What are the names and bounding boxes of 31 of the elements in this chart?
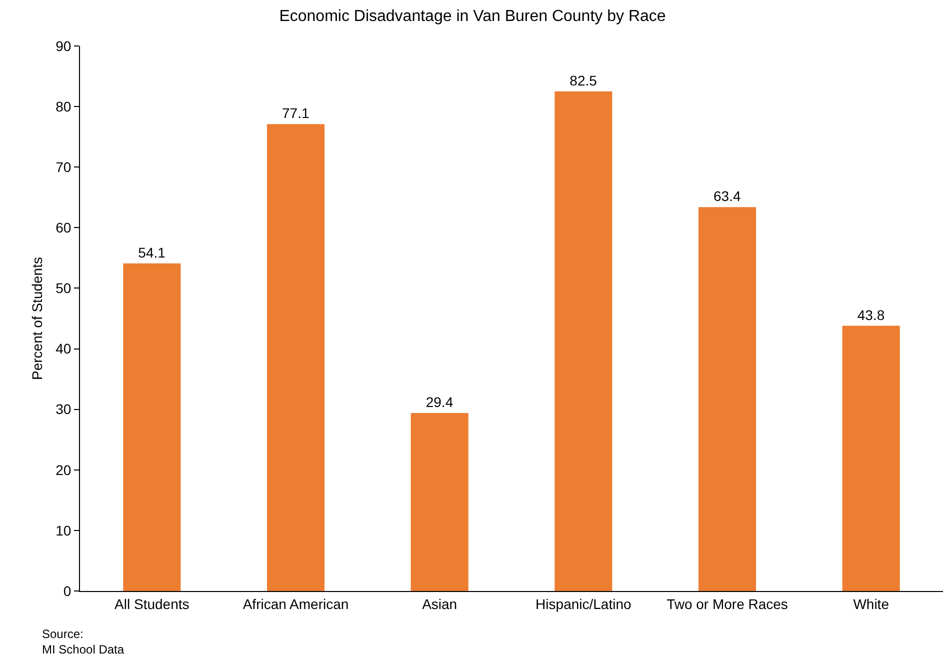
y-tick-label: 40 xyxy=(56,340,72,357)
data-label: 29.4 xyxy=(426,394,454,410)
y-tick-label: 10 xyxy=(56,522,72,538)
y-tick-label: 30 xyxy=(56,401,72,418)
x-tick-label: Asian xyxy=(422,596,458,612)
x-tick-label: Hispanic/Latino xyxy=(536,596,632,612)
y-tick-label: 80 xyxy=(56,98,72,114)
y-tick-label: 0 xyxy=(63,582,72,599)
data-label: 77.1 xyxy=(282,105,310,122)
source-note: Source: MI School Data xyxy=(42,627,124,657)
data-label: 82.5 xyxy=(570,72,598,88)
y-tick-label: 50 xyxy=(56,280,72,296)
x-tick-label: African American xyxy=(242,596,349,612)
x-tick-label: Two or More Races xyxy=(666,596,788,612)
bar xyxy=(123,263,181,591)
y-tick-label: 90 xyxy=(56,38,72,54)
y-axis-title: Percent of Students xyxy=(29,257,45,380)
x-tick-label: White xyxy=(853,596,890,612)
bar xyxy=(698,207,756,591)
y-tick-label: 60 xyxy=(56,220,72,236)
data-label: 54.1 xyxy=(138,244,166,260)
data-label: 63.4 xyxy=(714,188,741,204)
bar xyxy=(554,91,612,591)
chart-title: Economic Disadvantage in Van Buren County by Race xyxy=(279,8,666,26)
bar xyxy=(842,326,900,591)
bar xyxy=(410,412,468,591)
data-label: 43.8 xyxy=(857,306,885,323)
bar xyxy=(266,124,325,591)
x-tick-label: All Students xyxy=(114,596,190,612)
y-tick-label: 20 xyxy=(56,462,72,478)
y-tick-label: 70 xyxy=(56,159,72,176)
